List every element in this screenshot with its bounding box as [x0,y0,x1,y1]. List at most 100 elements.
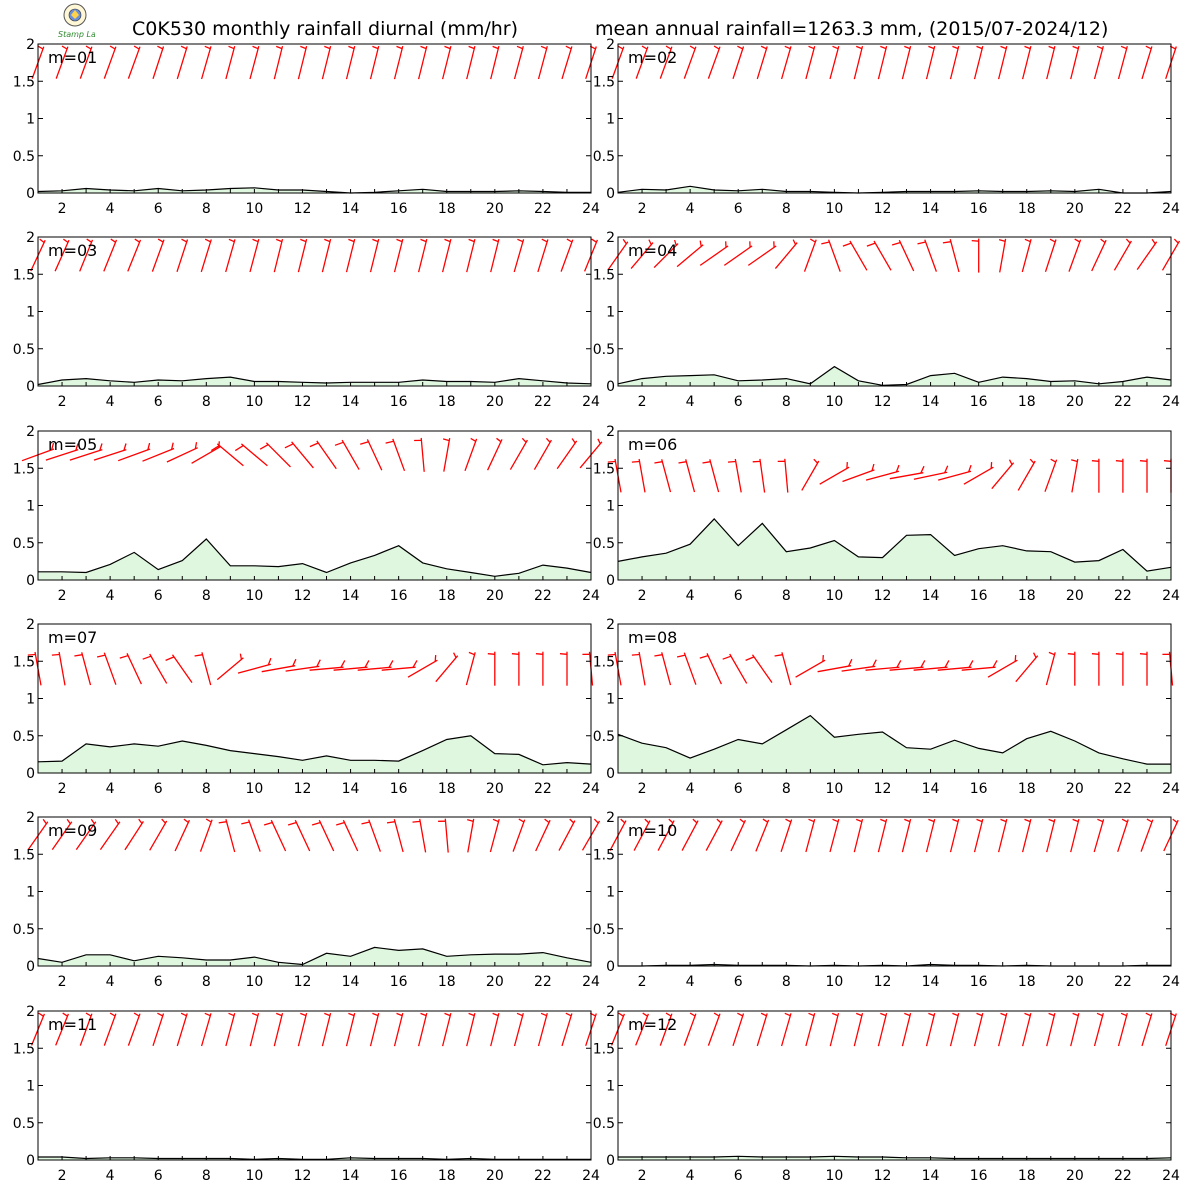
y-tick-label: 0 [26,766,35,782]
rain-line [38,1156,591,1160]
x-tick-label: 12 [294,1168,312,1184]
wind-barb [1046,818,1056,853]
wind-barb [199,818,213,852]
wind-barb [237,657,272,674]
x-tick-label: 20 [1066,974,1084,990]
wind-barb [1071,458,1079,493]
x-tick-label: 22 [1114,781,1132,797]
x-tick-label: 6 [734,201,743,217]
wind-barb [336,819,359,852]
panel-m=08: 00.511.522 4 6 8 10 12 14 16 18 20 22 24m=08 [593,617,1180,797]
wind-barb [1136,238,1158,270]
wind-barb [901,1012,912,1047]
y-tick-label: 2 [606,37,615,53]
y-tick-label: 2 [606,230,615,246]
wind-barb [117,442,151,462]
y-tick-label: 0.5 [593,149,615,165]
wind-barb [973,818,984,853]
rain-line [37,187,591,194]
wind-barb [334,439,360,470]
x-tick-label: 24 [582,201,600,217]
x-tick-label: 12 [294,974,312,990]
x-tick-label: 2 [638,1168,647,1184]
wind-barb [865,660,902,671]
wind-barb [683,45,697,79]
wind-barb [659,45,673,79]
y-tick-label: 1 [26,499,35,515]
x-tick-label: 14 [922,974,940,990]
y-tick-label: 0 [606,573,615,589]
wind-barb [889,465,925,480]
wind-barb [630,239,654,270]
rain-line [617,365,1172,386]
wind-barb [490,45,500,80]
x-tick-label: 16 [390,201,408,217]
x-tick-label: 8 [202,974,211,990]
x-tick-label: 22 [1114,974,1132,990]
wind-barb [1017,458,1036,491]
wind-barb [345,45,356,80]
x-tick-label: 24 [582,974,600,990]
wind-barb [297,45,308,80]
wind-barb [829,45,840,80]
x-tick-label: 4 [106,974,115,990]
x-tick-label: 16 [390,974,408,990]
x-tick-label: 4 [686,588,695,604]
x-tick-label: 6 [154,394,163,410]
wind-barb [96,652,117,685]
x-tick-label: 10 [825,394,843,410]
x-tick-label: 6 [734,781,743,797]
wind-barb [998,238,1007,273]
wind-barb [653,239,679,269]
wind-barb [321,1012,332,1047]
wind-barb [393,1012,404,1047]
wind-barb [55,1012,70,1046]
x-tick-label: 12 [874,394,892,410]
y-tick-label: 0.5 [13,1116,35,1132]
rain-line [38,538,592,577]
wind-barb [55,45,69,79]
wind-barb [756,45,768,80]
wind-barb [1021,1012,1032,1047]
wind-barb [385,438,406,472]
x-tick-label: 14 [922,1168,940,1184]
wind-barb [176,238,189,273]
wind-barb [249,238,260,273]
wind-barb [1046,1012,1056,1047]
wind-barb [466,1012,476,1047]
panel-label: m=08 [628,628,677,647]
x-tick-label: 8 [782,588,791,604]
y-tick-label: 2 [606,810,615,826]
y-tick-label: 0.5 [593,536,615,552]
wind-barb [241,819,261,852]
wind-barb [705,818,723,851]
y-tick-label: 1 [606,305,615,321]
y-tick-label: 1 [26,885,35,901]
x-tick-label: 2 [58,1168,67,1184]
panel-label: m=10 [628,821,677,840]
plot-frame [37,236,592,387]
x-tick-label: 18 [438,781,456,797]
wind-barb [853,1012,864,1047]
wind-barb [369,45,380,80]
wind-barb [756,1012,768,1047]
panel-m=03: 00.511.522 4 6 8 10 12 14 16 18 20 22 24m=03 [13,230,600,410]
wind-barb [393,238,404,273]
x-tick-label: 22 [1114,588,1132,604]
wind-barb [93,443,127,461]
x-tick-label: 18 [438,201,456,217]
wind-barb [1045,651,1056,686]
panel-label: m=01 [48,48,97,67]
x-tick-label: 14 [922,394,940,410]
y-tick-label: 1.5 [593,654,615,670]
wind-barb [79,1012,93,1046]
wind-barb [561,45,573,80]
wind-barb [866,240,892,271]
wind-barb [1115,651,1124,686]
y-tick-label: 0 [26,1153,35,1169]
x-tick-label: 20 [1066,201,1084,217]
wind-barb [774,239,798,270]
y-tick-label: 0 [26,186,35,202]
x-tick-label: 18 [1018,394,1036,410]
wind-barb [901,818,912,853]
